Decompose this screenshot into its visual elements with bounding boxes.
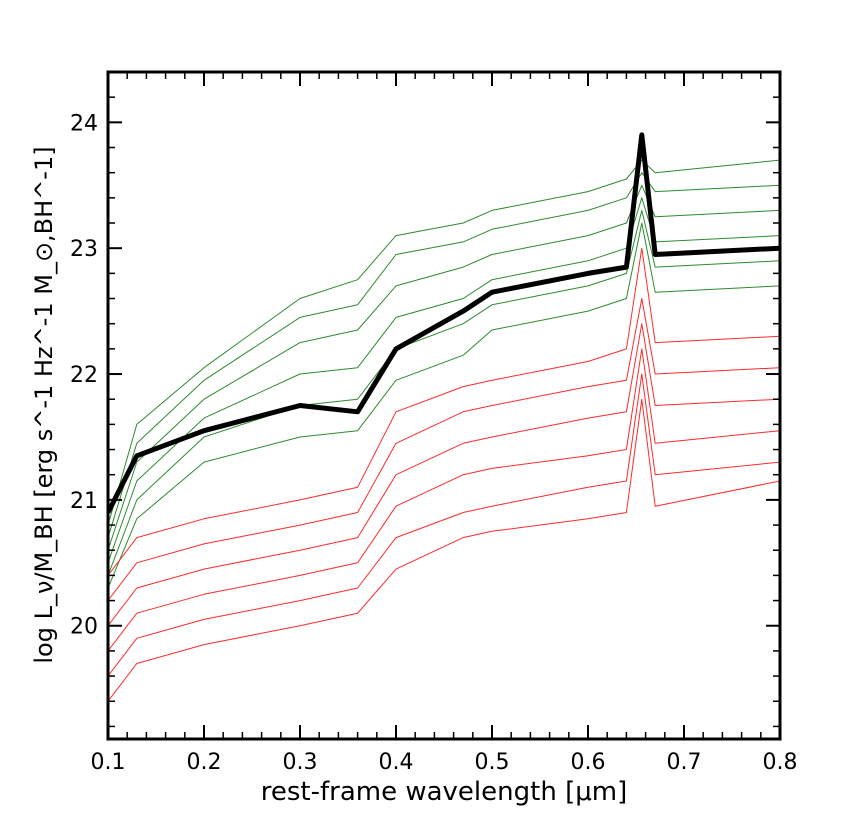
y-axis-label: log L_ν/M_BH [erg s^-1 Hz^-1 M_⊙,BH^-1] [30,146,58,663]
x-tick-label: 0.8 [763,750,798,775]
x-tick-label: 0.6 [571,750,606,775]
x-tick-label: 0.4 [379,750,414,775]
y-tick-label: 21 [70,489,98,514]
y-tick-label: 22 [70,363,98,388]
series-line-red-3 [108,323,780,627]
series-line-red-5 [108,373,780,677]
series-line-green-4 [108,197,780,563]
series-line-red-1 [108,247,780,576]
series-line-green-5 [108,209,780,576]
x-tick-label: 0.3 [283,750,318,775]
series-line-green-3 [108,184,780,551]
x-axis-label: rest-frame wavelength [μm] [261,777,627,807]
series-layer [108,132,780,702]
series-line-red-4 [108,348,780,652]
x-tick-label: 0.1 [91,750,126,775]
y-tick-label: 23 [70,237,98,262]
x-tick-label: 0.2 [187,750,222,775]
x-tick-label: 0.5 [475,750,510,775]
y-tick-label: 20 [70,615,98,640]
y-tick-label: 24 [70,111,98,136]
series-line-green-2 [108,172,780,538]
plot-frame [106,70,782,741]
ticks-layer: 0.1 0.2 0.3 0.4 0.5 0.6 0.7 0.8 20 21 22 23 24 [70,71,798,775]
series-line-red-6 [108,398,780,702]
x-tick-label: 0.7 [667,750,702,775]
series-line-green-6 [108,222,780,589]
series-line-red-2 [108,298,780,601]
series-line-mean-spectrum [108,132,780,514]
series-line-green-1 [108,159,780,526]
